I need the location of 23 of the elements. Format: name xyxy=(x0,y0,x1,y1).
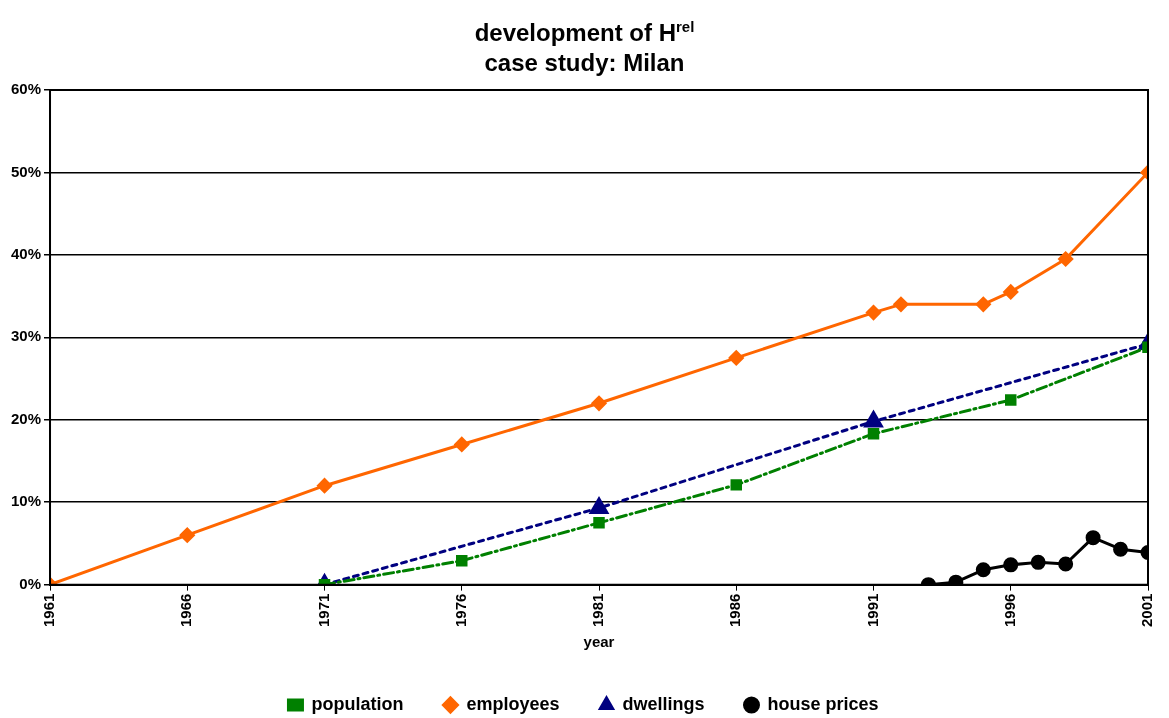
x-tick-label: 1961 xyxy=(40,593,58,628)
x-tick-label: 1986 xyxy=(726,593,744,628)
legend-label: house prices xyxy=(767,693,879,714)
x-axis-title: year xyxy=(583,633,615,651)
y-tick-label: 30% xyxy=(10,327,42,345)
y-tick-label: 0% xyxy=(19,574,42,592)
y-tick-label: 40% xyxy=(10,245,42,263)
x-tick-label: 1981 xyxy=(589,593,607,628)
chart-subtitle: case study: Milan xyxy=(483,48,686,78)
chart-title: development of H$^{rel}$ xyxy=(473,17,696,48)
legend-label: population xyxy=(311,693,404,714)
y-tick-label: 60% xyxy=(10,80,42,98)
y-tick-label: 10% xyxy=(10,492,42,510)
x-tick-label: 1976 xyxy=(451,593,469,628)
y-tick-label: 50% xyxy=(10,162,42,180)
legend-label: dwellings xyxy=(622,693,705,714)
x-tick-label: 2001 xyxy=(1138,593,1156,628)
legend-label: employees xyxy=(466,693,560,714)
x-tick-label: 1996 xyxy=(1000,593,1018,628)
x-tick-label: 1966 xyxy=(177,593,195,628)
x-tick-label: 1971 xyxy=(314,593,332,628)
y-tick-label: 20% xyxy=(10,409,42,427)
x-tick-label: 1991 xyxy=(863,593,881,628)
